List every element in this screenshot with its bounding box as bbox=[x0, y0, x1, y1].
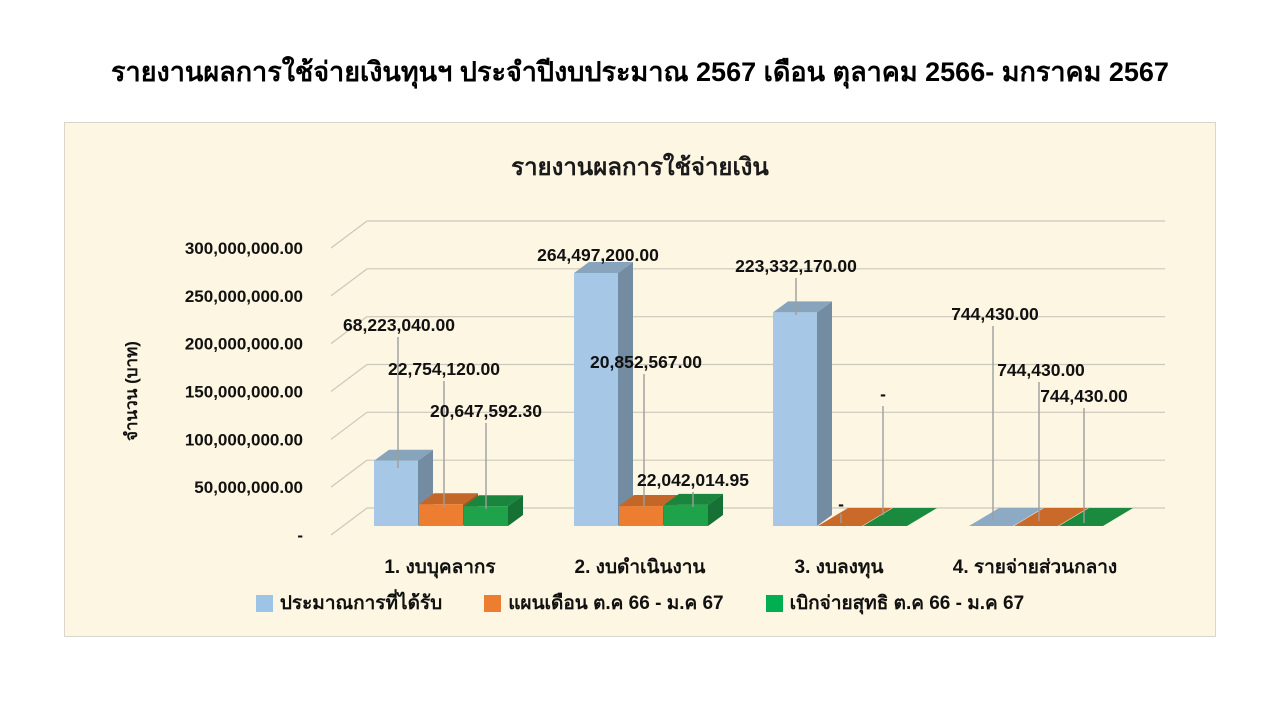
y-tick-label: 200,000,000.00 bbox=[185, 335, 303, 354]
legend-swatch-icon bbox=[765, 594, 783, 612]
bar-side bbox=[618, 261, 633, 526]
category-label: 3. งบลงทุน bbox=[795, 557, 884, 579]
bar-top bbox=[574, 261, 633, 273]
bar-side bbox=[817, 301, 832, 526]
bar-chart-3d: 300,000,000.00 250,000,000.00 200,000,000.… bbox=[122, 220, 1165, 579]
data-label: - bbox=[880, 384, 886, 404]
bar-flat bbox=[969, 508, 1043, 526]
bar-flat bbox=[1059, 508, 1133, 526]
legend-item: ประมาณการที่ได้รับ bbox=[255, 588, 443, 618]
bar bbox=[464, 506, 508, 526]
data-label: 20,852,567.00 bbox=[590, 352, 702, 372]
y-tick-label: - bbox=[297, 526, 303, 545]
bar-top bbox=[773, 301, 832, 313]
bar bbox=[773, 312, 817, 526]
data-label: 20,647,592.30 bbox=[430, 401, 542, 421]
gridline-diagonal bbox=[330, 459, 368, 488]
gridline-diagonal bbox=[330, 507, 368, 536]
category-label: 2. งบดำเนินงาน bbox=[575, 557, 706, 578]
legend-swatch-icon bbox=[484, 594, 502, 612]
bar bbox=[419, 504, 463, 526]
gridline-diagonal bbox=[330, 268, 368, 297]
category-label: 4. รายจ่ายส่วนกลาง bbox=[953, 557, 1117, 578]
y-axis-title: จำนวน (บาท) bbox=[122, 341, 141, 441]
y-tick-label: 50,000,000.00 bbox=[194, 478, 303, 497]
bar-flat bbox=[863, 508, 937, 526]
bar-top bbox=[464, 495, 523, 507]
gridline-diagonal bbox=[330, 316, 368, 345]
data-label: 22,754,120.00 bbox=[388, 359, 500, 379]
gridline-diagonal bbox=[330, 411, 368, 440]
bar-side bbox=[708, 493, 723, 526]
data-label: 264,497,200.00 bbox=[537, 245, 659, 265]
chart-title: รายงานผลการใช้จ่ายเงิน bbox=[511, 154, 769, 181]
gridline-diagonal bbox=[330, 220, 368, 249]
chart-area: รายงานผลการใช้จ่ายเงิน 300,000,000.00 250… bbox=[64, 122, 1216, 637]
bar bbox=[574, 272, 618, 526]
legend-item: แผนเดือน ต.ค 66 - ม.ค 67 bbox=[484, 588, 724, 618]
data-label: - bbox=[838, 494, 844, 514]
page-title: รายงานผลการใช้จ่ายเงินทุนฯ ประจำปีงบประม… bbox=[111, 57, 1169, 87]
bar bbox=[374, 460, 418, 526]
data-label: 22,042,014.95 bbox=[637, 470, 749, 490]
legend-label: ประมาณการที่ได้รับ bbox=[279, 593, 443, 614]
category-label: 1. งบบุคลากร bbox=[384, 557, 496, 579]
bar-side bbox=[508, 495, 523, 526]
data-label: 68,223,040.00 bbox=[343, 315, 455, 335]
bar-flat bbox=[818, 508, 892, 526]
data-label: 223,332,170.00 bbox=[735, 256, 857, 276]
bar-top bbox=[619, 495, 678, 507]
y-tick-label: 100,000,000.00 bbox=[185, 430, 303, 449]
bar bbox=[619, 506, 663, 526]
bar bbox=[664, 504, 708, 526]
chart-legend: ประมาณการที่ได้รับ แผนเดือน ต.ค 66 - ม.ค … bbox=[65, 588, 1215, 618]
y-tick-label: 150,000,000.00 bbox=[185, 382, 303, 401]
bar-flat bbox=[1014, 508, 1088, 526]
y-tick-label: 300,000,000.00 bbox=[185, 239, 303, 258]
bar-top bbox=[419, 493, 478, 505]
y-tick-label: 250,000,000.00 bbox=[185, 287, 303, 306]
legend-swatch-icon bbox=[255, 594, 273, 612]
data-label: 744,430.00 bbox=[1040, 386, 1128, 406]
legend-label: เบิกจ่ายสุทธิ ต.ค 66 - ม.ค 67 bbox=[789, 593, 1025, 614]
bar-top bbox=[374, 449, 433, 461]
gridline-diagonal bbox=[330, 364, 368, 392]
data-label: 744,430.00 bbox=[997, 360, 1085, 380]
legend-label: แผนเดือน ต.ค 66 - ม.ค 67 bbox=[508, 593, 724, 614]
data-label: 744,430.00 bbox=[951, 304, 1039, 324]
legend-item: เบิกจ่ายสุทธิ ต.ค 66 - ม.ค 67 bbox=[765, 588, 1025, 618]
